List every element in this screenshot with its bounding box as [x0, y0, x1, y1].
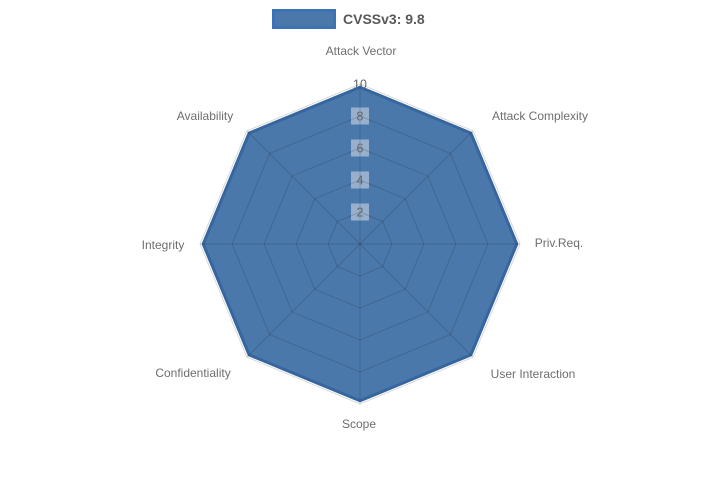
radar-series-polygon	[201, 85, 519, 403]
axis-label-user-interaction: User Interaction	[490, 367, 576, 381]
radar-grid	[199, 83, 521, 405]
radial-tick-6: 6	[357, 142, 364, 156]
axis-label-confidentiality: Confidentiality	[155, 366, 231, 380]
axis-label-priv-req: Priv.Req.	[534, 236, 584, 250]
radial-tick-8: 8	[357, 110, 364, 124]
legend-swatch	[272, 9, 336, 29]
axis-label-attack-complexity: Attack Complexity	[491, 109, 589, 123]
axis-label-integrity: Integrity	[141, 238, 185, 252]
legend-label: CVSSv3: 9.8	[343, 11, 425, 27]
radial-tick-backdrops	[351, 107, 369, 221]
radial-tick-2: 2	[357, 206, 364, 220]
legend-item-cvssv3[interactable]: CVSSv3: 9.8	[272, 9, 425, 29]
axis-label-scope: Scope	[341, 417, 377, 431]
radial-tick-labels: 8 6 4 2	[357, 110, 364, 220]
radial-tick-4: 4	[357, 174, 364, 188]
axis-label-availability: Availability	[176, 109, 234, 123]
axis-label-attack-vector: Attack Vector	[325, 44, 397, 58]
